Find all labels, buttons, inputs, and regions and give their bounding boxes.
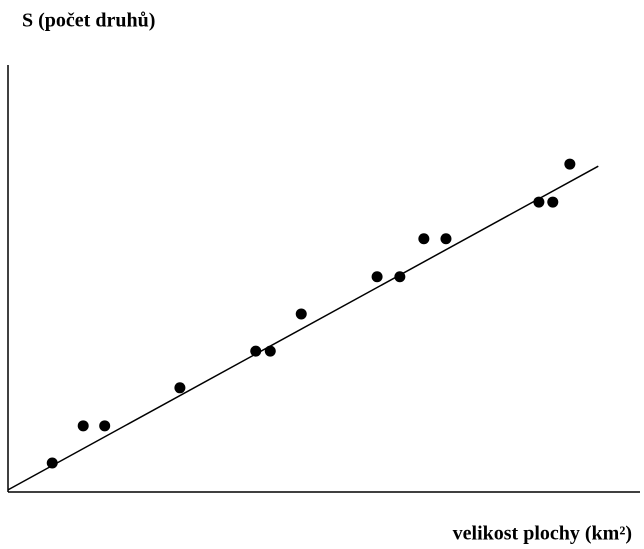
point [533, 196, 545, 208]
y-axis-label: S (počet druhů) [22, 10, 155, 32]
x-axis-label: velikost plochy (km²) [453, 523, 632, 545]
point [371, 271, 383, 283]
point [564, 158, 576, 170]
point [264, 345, 276, 357]
point [547, 196, 559, 208]
trend-line [7, 165, 599, 491]
point [394, 271, 406, 283]
point [77, 420, 89, 432]
point [295, 308, 307, 320]
point [99, 420, 111, 432]
point [418, 233, 430, 245]
point [46, 457, 58, 469]
point [174, 382, 186, 394]
point [440, 233, 452, 245]
point [250, 345, 262, 357]
